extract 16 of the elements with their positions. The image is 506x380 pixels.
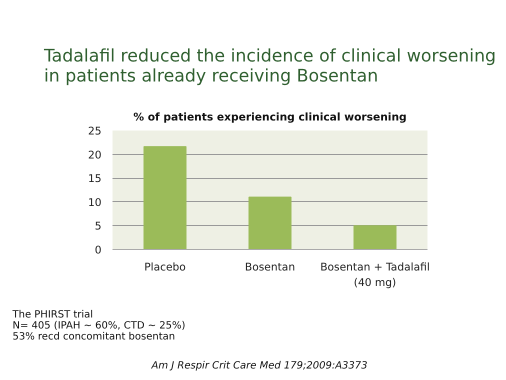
y-tick-label: 15	[88, 172, 102, 186]
text: Am J Respir Crit Care Med 179;2009:A3373	[150, 360, 368, 372]
y-tick-label: 20	[88, 148, 102, 162]
bar	[354, 225, 396, 250]
bar	[144, 146, 186, 250]
text: The PHIRST trial N= 405 (IPAH ~ 60%, CTD ~ 25%) 53% recd concomitant bosentan	[12, 310, 186, 342]
x-tick-label: Placebo	[144, 260, 186, 274]
chart-title: Tadalafil reduced the incidence of clinical worsening in patients already receiving Bosentan	[42, 46, 496, 86]
y-tick-label: 25	[88, 124, 102, 138]
y-tick-label: 10	[88, 196, 102, 209]
x-tick-label: Bosentan + Tadalafil (40 mg)	[320, 260, 430, 290]
bar	[248, 196, 292, 250]
x-tick-label: Bosentan	[244, 260, 296, 274]
y-tick-label: 0	[94, 244, 102, 256]
y-tick-label: 5	[94, 220, 102, 233]
chart-subtitle: % of patients experiencing clinical worsening	[133, 110, 407, 124]
